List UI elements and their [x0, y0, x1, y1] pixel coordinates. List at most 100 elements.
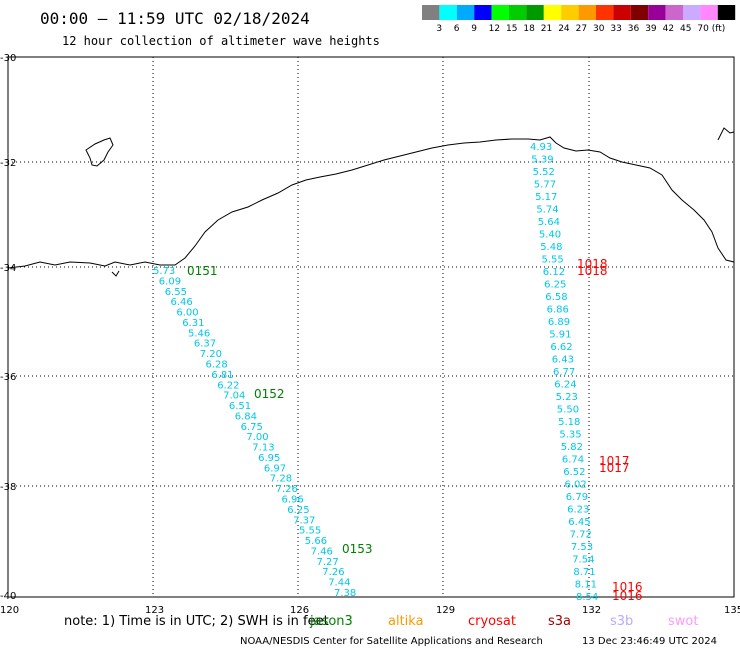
swh-label: 6.12 [543, 267, 565, 278]
west-satellite-track: 5.736.096.556.466.006.315.466.377.206.28… [153, 264, 373, 599]
swh-label: 6.23 [567, 505, 589, 516]
swh-label: 7.46 [311, 547, 333, 558]
swh-label: 7.26 [276, 484, 298, 495]
swh-label: 7.54 [572, 555, 594, 566]
swh-label: 4.93 [530, 142, 552, 153]
legend-label: 42 [663, 24, 674, 34]
swh-label: 7.38 [334, 588, 356, 599]
credit-text: NOAA/NESDIS Center for Satellite Applica… [240, 636, 543, 647]
time-label: 0151 [187, 264, 218, 278]
swh-label: 5.77 [534, 180, 556, 191]
color-legend: 3 6 9 12 15 18 21 24 27 30 33 36 39 42 45 70 (ft) [422, 5, 736, 34]
swh-label: 6.79 [566, 492, 588, 503]
satellite-label-s3a: s3a [548, 614, 571, 629]
legend-swatch [474, 5, 492, 20]
satellite-label-jason3: jason3 [309, 614, 353, 629]
lon-tick-label: 126 [290, 605, 309, 616]
time-label: 1016 [612, 580, 643, 594]
swh-label: 6.00 [176, 308, 198, 319]
legend-label: 9 [471, 24, 477, 34]
generated-timestamp: 13 Dec 23:46:49 UTC 2024 [582, 636, 717, 647]
swh-label: 6.24 [554, 380, 576, 391]
swh-label: 7.72 [570, 530, 592, 541]
lat-tick-label: -32 [0, 158, 16, 169]
legend-swatch [439, 5, 457, 20]
time-label: 0153 [342, 542, 373, 556]
lat-tick-label: -30 [0, 53, 16, 64]
swh-label: 6.09 [159, 276, 181, 287]
swh-label: 6.51 [229, 401, 251, 412]
swh-label: 7.27 [317, 557, 339, 568]
swh-label: 7.37 [293, 515, 315, 526]
swh-label: 5.64 [538, 217, 560, 228]
swh-label: 6.22 [217, 380, 239, 391]
swh-label: 5.52 [533, 167, 555, 178]
swh-label: 5.55 [542, 255, 564, 266]
swh-label: 6.96 [282, 495, 304, 506]
swh-label: 6.95 [258, 453, 280, 464]
legend-swatch [630, 5, 649, 20]
swh-label: 6.74 [562, 455, 584, 466]
time-label: 1018 [577, 264, 608, 278]
satellite-label-cryosat: cryosat [468, 614, 516, 629]
legend-label: 36 [628, 24, 640, 34]
legend-swatch [456, 5, 475, 20]
swh-label: 5.39 [531, 155, 553, 166]
legend-swatch [543, 5, 562, 20]
legend-swatch [665, 5, 683, 20]
legend-label: 21 [541, 24, 552, 34]
time-label: 1017 [599, 461, 630, 475]
time-label: 1018 [577, 257, 608, 271]
swh-label: 5.48 [540, 242, 562, 253]
swh-label: 7.28 [270, 474, 292, 485]
swh-label: 6.37 [194, 339, 216, 350]
island-coastline [85, 137, 114, 167]
legend-label: 3 [436, 24, 442, 34]
swh-label: 6.89 [548, 317, 570, 328]
legend-label: 27 [576, 24, 587, 34]
legend-label: 6 [454, 24, 460, 34]
lat-tick-label: -40 [0, 591, 16, 602]
swh-label: 5.23 [556, 392, 578, 403]
lat-tick-label: -34 [0, 263, 16, 274]
legend-swatch [648, 5, 666, 20]
swh-label: 5.17 [535, 192, 557, 203]
swh-label: 6.25 [544, 280, 566, 291]
swh-label: 6.43 [552, 355, 574, 366]
legend-swatch [491, 5, 509, 20]
swh-label: 6.81 [211, 370, 233, 381]
legend-label: 24 [558, 24, 570, 34]
swh-label: 6.55 [165, 287, 187, 298]
swh-label: 6.25 [287, 505, 309, 516]
legend-label: 70 (ft) [697, 24, 725, 34]
swh-label: 6.77 [553, 367, 575, 378]
swh-label: 5.73 [153, 266, 175, 277]
swh-label: 5.74 [536, 205, 558, 216]
swh-label: 7.20 [200, 349, 222, 360]
legend-label: 45 [680, 24, 691, 34]
map-title: 00:00 — 11:59 UTC 02/18/2024 [40, 9, 310, 28]
swh-label: 6.31 [182, 318, 204, 329]
legend-swatch [561, 5, 579, 20]
swh-label: 7.04 [223, 391, 245, 402]
swh-label: 7.26 [322, 567, 344, 578]
satellite-label-s3b: s3b [610, 614, 633, 629]
swh-label: 6.02 [565, 480, 587, 491]
swh-label: 5.18 [558, 417, 580, 428]
legend-label: 18 [523, 24, 535, 34]
tasmania-coastline [717, 127, 735, 141]
lat-tick-label: -36 [0, 372, 16, 383]
swh-label: 7.44 [328, 578, 350, 589]
coastline [7, 136, 735, 269]
longitude-labels: 120 123 126 129 132 135 [0, 605, 740, 616]
swh-label: 6.84 [235, 411, 257, 422]
legend-swatch [700, 5, 718, 20]
swh-label: 7.53 [571, 542, 593, 553]
swh-label: 5.40 [539, 230, 561, 241]
legend-swatch [683, 5, 701, 20]
legend-swatch [578, 5, 596, 20]
swh-label: 5.91 [549, 330, 571, 341]
swh-label: 6.46 [171, 297, 193, 308]
satellite-label-swot: swot [668, 614, 698, 629]
